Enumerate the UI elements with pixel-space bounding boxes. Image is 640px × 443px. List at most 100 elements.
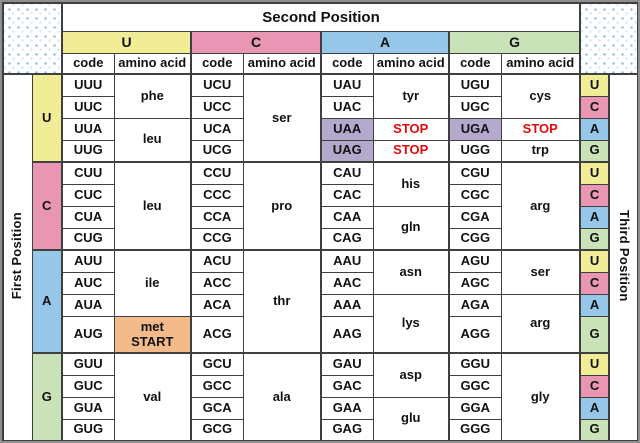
codon-agc: AGC bbox=[448, 271, 502, 295]
codon-uga: UGA bbox=[448, 117, 502, 141]
codon-gcu: GCU bbox=[190, 352, 244, 376]
third-position-letter-a: A bbox=[579, 293, 610, 317]
stop-label: STOP bbox=[500, 117, 581, 141]
subheader-code: code bbox=[320, 52, 374, 75]
amino-acid-arg: arg bbox=[500, 161, 581, 251]
subheader-code: code bbox=[448, 52, 502, 75]
codon-uuc: UUC bbox=[61, 95, 115, 119]
third-position-letter-a: A bbox=[579, 117, 610, 141]
first-position-letter-u: U bbox=[31, 73, 63, 163]
codon-cuu: CUU bbox=[61, 161, 115, 185]
amino-acid-gly: gly bbox=[500, 352, 581, 441]
amino-acid-ile: ile bbox=[113, 249, 192, 317]
codon-acu: ACU bbox=[190, 249, 244, 273]
amino-acid-thr: thr bbox=[242, 249, 322, 354]
third-position-letter-u: U bbox=[579, 352, 610, 376]
amino-acid-phe: phe bbox=[113, 73, 192, 119]
amino-acid-val: val bbox=[113, 352, 192, 441]
codon-gug: GUG bbox=[61, 418, 115, 441]
group-header-u: U bbox=[61, 30, 192, 54]
codon-caa: CAA bbox=[320, 205, 374, 229]
third-position-letter-c: C bbox=[579, 183, 610, 207]
codon-cua: CUA bbox=[61, 205, 115, 229]
group-header-g: G bbox=[447, 30, 581, 54]
amino-acid-asn: asn bbox=[372, 249, 450, 295]
codon-auu: AUU bbox=[61, 249, 115, 273]
codon-gaa: GAA bbox=[320, 396, 374, 420]
codon-gac: GAC bbox=[320, 374, 374, 398]
codon-ucg: UCG bbox=[190, 139, 244, 163]
amino-acid-trp: trp bbox=[500, 139, 581, 163]
codon-ggc: GGC bbox=[448, 374, 502, 398]
stop-label: STOP bbox=[372, 117, 450, 141]
top-left-dot-pattern bbox=[2, 2, 63, 75]
subheader-amino-acid: amino acid bbox=[372, 52, 450, 75]
codon-gcc: GCC bbox=[190, 374, 244, 398]
amino-acid-glu: glu bbox=[372, 396, 450, 441]
codon-gcg: GCG bbox=[190, 418, 244, 441]
subheader-amino-acid: amino acid bbox=[113, 52, 192, 75]
codon-ccg: CCG bbox=[190, 227, 244, 251]
codon-agg: AGG bbox=[448, 315, 502, 354]
codon-ccu: CCU bbox=[190, 161, 244, 185]
third-position-letter-u: U bbox=[579, 161, 610, 185]
codon-aaa: AAA bbox=[320, 293, 374, 317]
subheader-amino-acid: amino acid bbox=[500, 52, 581, 75]
third-position-letter-c: C bbox=[579, 271, 610, 295]
third-position-letter-g: G bbox=[579, 315, 610, 354]
amino-acid-ala: ala bbox=[242, 352, 322, 441]
codon-ggg: GGG bbox=[448, 418, 502, 441]
codon-ucu: UCU bbox=[190, 73, 244, 97]
codon-uua: UUA bbox=[61, 117, 115, 141]
codon-aag: AAG bbox=[320, 315, 374, 354]
codon-gau: GAU bbox=[320, 352, 374, 376]
amino-acid-asp: asp bbox=[372, 352, 450, 398]
third-position-letter-g: G bbox=[579, 139, 610, 163]
codon-cgu: CGU bbox=[448, 161, 502, 185]
top-right-dot-pattern bbox=[579, 2, 638, 75]
first-position-text: First Position bbox=[9, 211, 25, 300]
codon-acc: ACC bbox=[190, 271, 244, 295]
third-position-letter-u: U bbox=[579, 249, 610, 273]
amino-acid-ser: ser bbox=[500, 249, 581, 295]
codon-uaa: UAA bbox=[320, 117, 374, 141]
codon-gga: GGA bbox=[448, 396, 502, 420]
codon-uag: UAG bbox=[320, 139, 374, 163]
amino-acid-tyr: tyr bbox=[372, 73, 450, 119]
codon-cau: CAU bbox=[320, 161, 374, 185]
codon-cag: CAG bbox=[320, 227, 374, 251]
third-position-letter-c: C bbox=[579, 374, 610, 398]
codon-cgg: CGG bbox=[448, 227, 502, 251]
codon-aca: ACA bbox=[190, 293, 244, 317]
amino-acid-gln: gln bbox=[372, 205, 450, 251]
codon-uuu: UUU bbox=[61, 73, 115, 97]
codon-aac: AAC bbox=[320, 271, 374, 295]
codon-guc: GUC bbox=[61, 374, 115, 398]
codon-cug: CUG bbox=[61, 227, 115, 251]
first-position-letter-a: A bbox=[31, 249, 63, 354]
codon-gag: GAG bbox=[320, 418, 374, 441]
codon-ugg: UGG bbox=[448, 139, 502, 163]
stop-label: STOP bbox=[372, 139, 450, 163]
codon-gua: GUA bbox=[61, 396, 115, 420]
amino-acid-pro: pro bbox=[242, 161, 322, 251]
codon-aga: AGA bbox=[448, 293, 502, 317]
codon-ccc: CCC bbox=[190, 183, 244, 207]
second-position-header: Second Position bbox=[60, 2, 581, 32]
codon-ggu: GGU bbox=[448, 352, 502, 376]
third-position-letter-c: C bbox=[579, 95, 610, 119]
codon-cuc: CUC bbox=[61, 183, 115, 207]
amino-acid-cys: cys bbox=[500, 73, 581, 119]
group-header-a: A bbox=[320, 30, 450, 54]
first-position-label: First Position bbox=[2, 73, 33, 441]
codon-agu: AGU bbox=[448, 249, 502, 273]
codon-ugc: UGC bbox=[448, 95, 502, 119]
codon-cac: CAC bbox=[320, 183, 374, 207]
third-position-letter-g: G bbox=[579, 227, 610, 251]
codon-acg: ACG bbox=[190, 315, 244, 354]
codon-uca: UCA bbox=[190, 117, 244, 141]
codon-cga: CGA bbox=[448, 205, 502, 229]
codon-aau: AAU bbox=[320, 249, 374, 273]
amino-acid-his: his bbox=[372, 161, 450, 207]
